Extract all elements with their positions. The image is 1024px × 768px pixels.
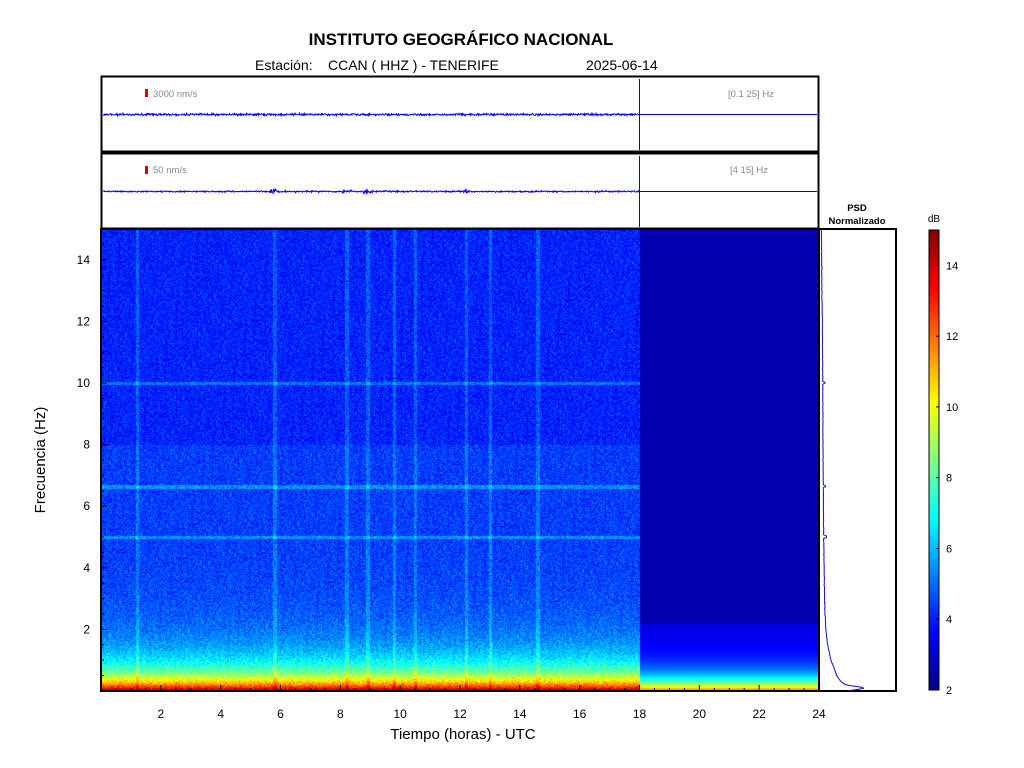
colorbar-tick-label: 8 [946, 473, 952, 485]
broadband-trace [102, 79, 817, 150]
x-tick-label: 8 [337, 707, 344, 721]
x-tick-label: 10 [393, 707, 407, 721]
psd-panel: PSD Normalizado [818, 203, 897, 692]
seismogram-filtered-panel: 50 nm/s [4 15] Hz [100, 152, 820, 230]
psd-curve [820, 228, 865, 692]
psd-frame [818, 228, 897, 692]
colorbar-ticks: 2 4 6 8 10 12 14 [936, 260, 958, 697]
spectrogram-image [101, 229, 819, 691]
colorbar-tick-label: 4 [946, 614, 952, 626]
colorbar-tick-label: 2 [946, 685, 952, 697]
colorbar-tick-label: 12 [946, 331, 958, 343]
x-axis: 2 4 6 8 10 12 14 16 18 20 22 24 [115, 685, 826, 721]
y-axis: 2 4 6 8 10 12 14 [77, 243, 107, 677]
colorbar-gradient [929, 230, 939, 690]
filtered-trace [102, 156, 817, 227]
x-tick-label: 16 [573, 707, 587, 721]
y-tick-label: 4 [83, 561, 90, 575]
figure-date: 2025-06-14 [586, 57, 658, 73]
y-tick-label: 6 [83, 499, 90, 513]
psd-title-line2: Normalizado [828, 216, 885, 227]
x-tick-label: 12 [453, 707, 467, 721]
x-axis-label: Tiempo (horas) - UTC [390, 726, 535, 743]
trace-line [102, 111, 640, 118]
scale-label: 3000 nm/s [153, 89, 198, 100]
x-tick-label: 20 [693, 707, 707, 721]
y-axis-label: Frecuencia (Hz) [32, 407, 49, 514]
y-tick-label: 14 [77, 253, 91, 267]
psd-title-line1: PSD [847, 203, 867, 214]
x-tick-label: 6 [277, 707, 284, 721]
x-tick-label: 14 [513, 707, 527, 721]
x-tick-label: 2 [157, 707, 164, 721]
colorbar-tick-label: 6 [946, 543, 952, 555]
trace-line [102, 187, 640, 195]
band-label: [0.1 25] Hz [728, 89, 774, 100]
station-prefix: Estación: [255, 57, 313, 73]
scale-label: 50 nm/s [153, 165, 187, 176]
y-tick-label: 2 [83, 622, 90, 636]
colorbar-tick-label: 10 [946, 402, 958, 414]
colorbar: dB 2 4 6 8 10 12 14 [928, 214, 958, 697]
band-label: [4 15] Hz [730, 165, 768, 176]
y-tick-label: 10 [77, 376, 91, 390]
x-tick-label: 22 [752, 707, 766, 721]
colorbar-frame [928, 229, 940, 691]
seismogram-broadband-panel: 3000 nm/s [0.1 25] Hz [100, 75, 820, 153]
figure-title: INSTITUTO GEOGRÁFICO NACIONAL [309, 30, 614, 49]
station-name: CCAN ( HHZ ) - TENERIFE [328, 57, 499, 73]
x-tick-label: 4 [217, 707, 224, 721]
x-tick-label: 24 [812, 707, 826, 721]
colorbar-label: dB [928, 214, 941, 225]
scale-marker [145, 89, 148, 97]
y-tick-label: 12 [77, 314, 91, 328]
y-tick-label: 8 [83, 438, 90, 452]
colorbar-tick-label: 14 [946, 260, 958, 272]
scale-marker [145, 166, 148, 174]
x-tick-label: 18 [633, 707, 647, 721]
